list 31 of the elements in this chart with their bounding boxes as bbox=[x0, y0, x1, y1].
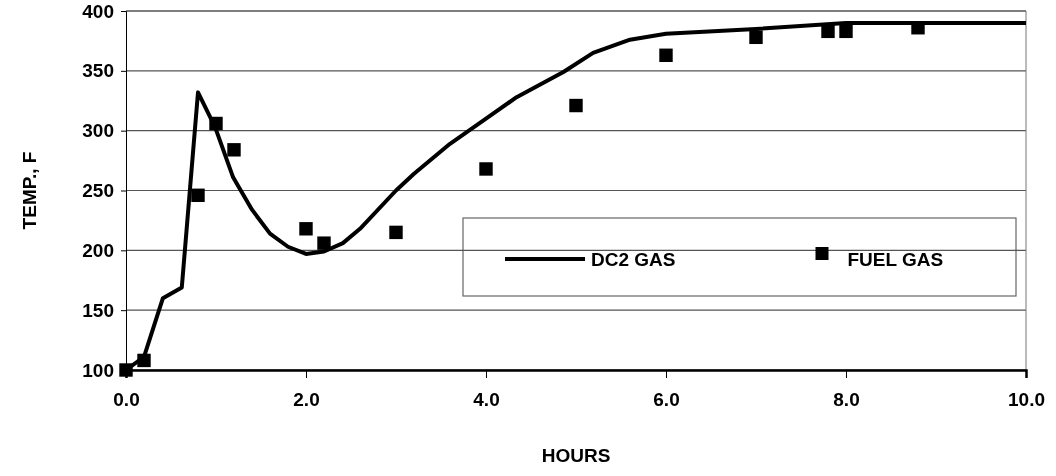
x-tick-label: 6.0 bbox=[653, 388, 680, 410]
legend-label: FUEL GAS bbox=[847, 249, 944, 270]
x-tick-label: 8.0 bbox=[833, 388, 860, 410]
y-tick-label: 250 bbox=[82, 180, 114, 202]
point bbox=[137, 353, 151, 368]
x-tick-label: 4.0 bbox=[473, 388, 500, 410]
y-tick-label: 400 bbox=[82, 0, 114, 22]
point bbox=[227, 143, 241, 157]
point bbox=[119, 363, 133, 377]
point bbox=[749, 30, 763, 45]
point bbox=[317, 236, 331, 250]
point bbox=[191, 188, 205, 202]
x-tick-label: 10.0 bbox=[1008, 388, 1045, 410]
point bbox=[299, 222, 313, 236]
y-tick-label: 150 bbox=[82, 299, 114, 321]
x-axis-title: HOURS bbox=[541, 445, 611, 466]
legend-label: DC2 GAS bbox=[591, 249, 676, 270]
point bbox=[569, 98, 583, 113]
point bbox=[479, 162, 493, 176]
y-tick-label: 350 bbox=[82, 60, 114, 82]
x-tick-label: 0.0 bbox=[113, 388, 140, 410]
x-tick-label: 2.0 bbox=[293, 388, 320, 410]
y-tick-label: 100 bbox=[82, 359, 114, 381]
point bbox=[821, 24, 835, 39]
point bbox=[389, 225, 403, 240]
y-axis-title: TEMP., F bbox=[19, 151, 40, 230]
point bbox=[839, 24, 853, 39]
point bbox=[209, 116, 223, 131]
point bbox=[659, 48, 673, 62]
y-tick-label: 300 bbox=[82, 120, 114, 142]
y-tick-label: 200 bbox=[82, 239, 114, 261]
